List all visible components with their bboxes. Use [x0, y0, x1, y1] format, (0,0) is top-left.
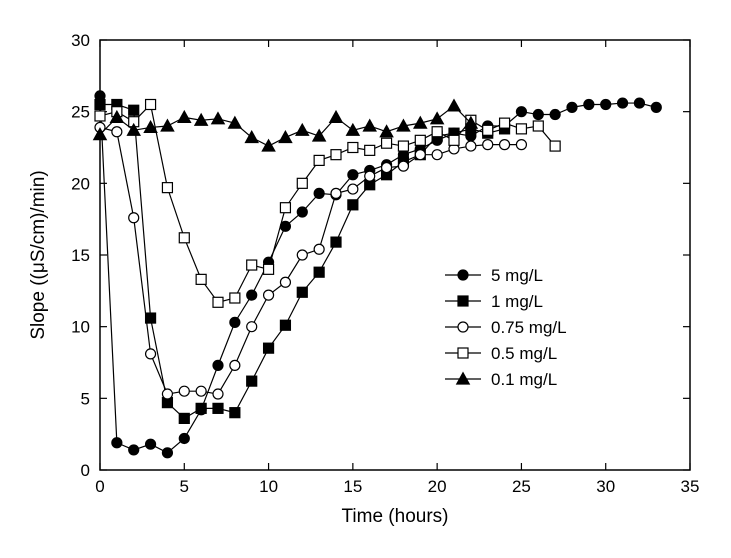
x-tick-label: 5	[180, 477, 189, 496]
x-tick-label: 20	[428, 477, 447, 496]
legend-label: 0.1 mg/L	[491, 370, 557, 389]
chart-container: 0 5 10 15 20 25 30 35 0 5 10 15 20 25 30 Time (hours) Sl…	[0, 0, 731, 558]
x-tick-label: 25	[512, 477, 531, 496]
y-tick-label: 5	[81, 389, 90, 408]
legend-label: 0.75 mg/L	[491, 318, 567, 337]
x-axis-label: Time (hours)	[342, 506, 449, 527]
legend-label: 0.5 mg/L	[491, 344, 557, 363]
y-tick-label: 15	[71, 246, 90, 265]
y-tick-label: 0	[81, 461, 90, 480]
y-axis-label: Slope ((μS/cm)/min)	[28, 170, 49, 339]
line-chart: 0 5 10 15 20 25 30 35 0 5 10 15 20 25 30 Time (hours) Sl…	[0, 0, 731, 558]
y-tick-label: 25	[71, 103, 90, 122]
x-tick-label: 10	[259, 477, 278, 496]
x-tick-label: 15	[343, 477, 362, 496]
x-tick-label: 30	[596, 477, 615, 496]
y-tick-label: 20	[71, 174, 90, 193]
legend-label: 1 mg/L	[491, 292, 543, 311]
y-tick-label: 30	[71, 31, 90, 50]
x-tick-label: 0	[95, 477, 104, 496]
y-tick-label: 10	[71, 318, 90, 337]
legend-label: 5 mg/L	[491, 266, 543, 285]
x-tick-label: 35	[681, 477, 700, 496]
